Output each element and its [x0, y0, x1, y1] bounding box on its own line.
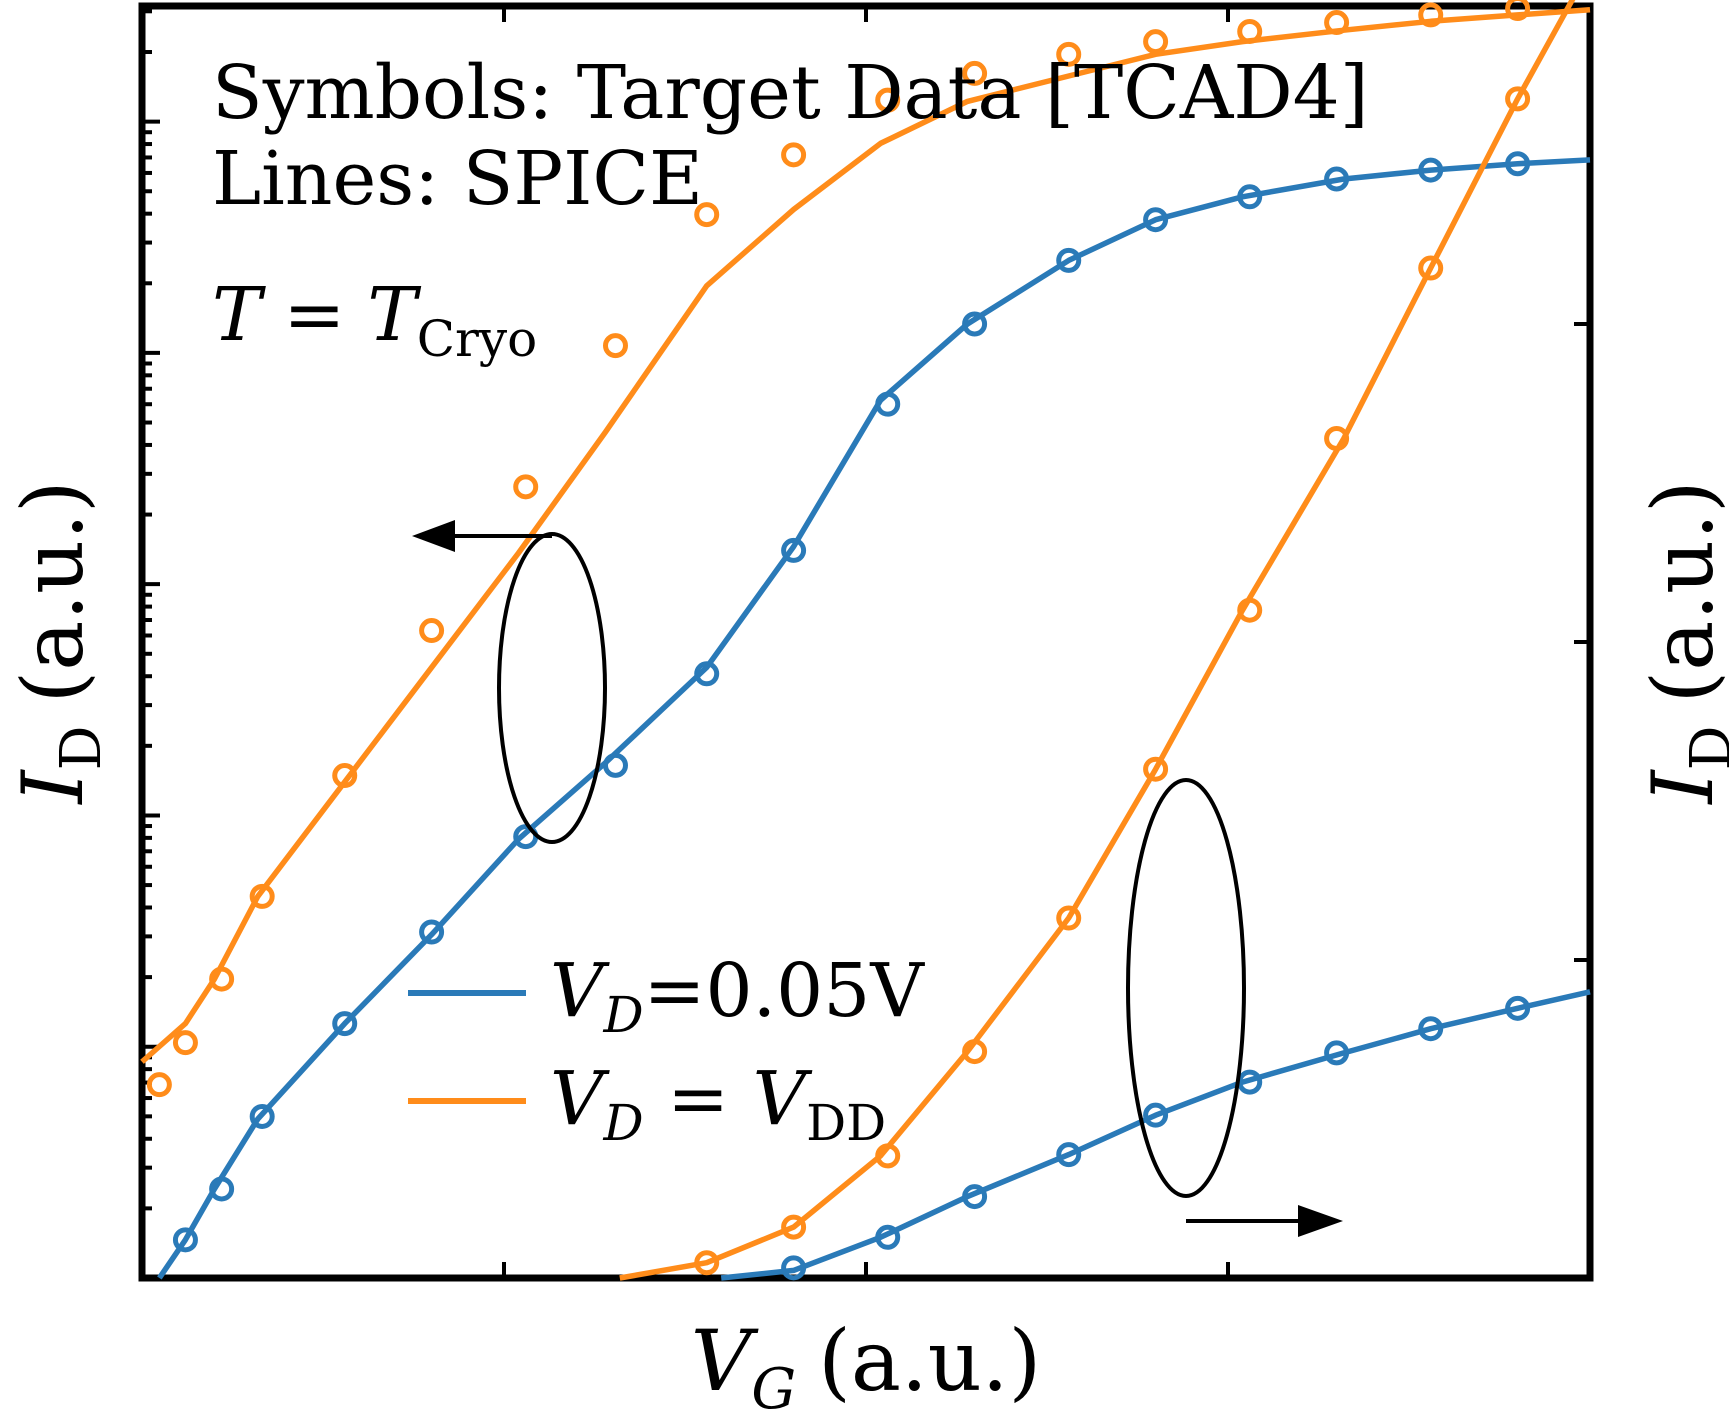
right-arrowhead: [1298, 1205, 1343, 1237]
series-point-blue_log-14: [1324, 166, 1350, 192]
series-point-blue_log-8: [781, 537, 807, 563]
series-point-orange_lin-9: [1505, 86, 1531, 112]
series-point-orange_log-13: [1143, 29, 1169, 55]
series-point-orange_log-1: [172, 1030, 198, 1056]
series-point-orange_lin-0: [694, 1250, 720, 1276]
series-point-orange_lin-2: [875, 1143, 901, 1169]
series-point-orange_log-17: [1505, 0, 1531, 22]
x-axis-label: VG (a.u.): [691, 1312, 1042, 1415]
yl-label-var: I: [4, 769, 102, 806]
series-layer: [140, 0, 1591, 1281]
legend-orange-sub: D: [602, 1094, 643, 1152]
legend: VD=0.05V VD = VDD: [408, 948, 925, 1152]
series-point-blue_log-6: [602, 752, 628, 778]
legend-label-orange: VD = VDD: [550, 1056, 886, 1152]
temp-eq: =: [283, 272, 345, 358]
series-point-orange_lin-8: [1418, 255, 1444, 281]
series-point-orange_lin-4: [1056, 905, 1082, 931]
series-line-orange_lin: [619, 0, 1576, 1281]
series-point-blue_log-15: [1418, 157, 1444, 183]
series-point-orange_log-11: [962, 60, 988, 86]
axis-ticks: [142, 6, 1590, 1280]
series-point-orange_lin-7: [1324, 425, 1350, 451]
series-point-orange_log-12: [1056, 41, 1082, 67]
right-axis-indicator: [1126, 778, 1343, 1237]
yr-label-sub: D: [1679, 726, 1729, 771]
series-line-blue_lin: [720, 989, 1591, 1281]
series-point-orange_log-8: [694, 202, 720, 228]
series-point-orange_log-4: [332, 763, 358, 789]
series-point-orange_log-6: [513, 474, 539, 500]
legend-blue-var: V: [550, 948, 610, 1034]
left-axis-indicator: [412, 520, 607, 844]
series-point-blue_lin-1: [875, 1224, 901, 1250]
legend-label-blue: VD=0.05V: [550, 948, 925, 1044]
left-arrowhead: [412, 520, 455, 552]
series-point-blue_log-13: [1237, 184, 1263, 210]
series-point-blue_lin-2: [962, 1184, 988, 1210]
legend-orange-var: V: [550, 1056, 610, 1142]
series-point-orange_lin-3: [962, 1039, 988, 1065]
series-line-orange_log: [140, 7, 1591, 1064]
series-point-orange_lin-1: [781, 1214, 807, 1240]
series-point-blue_log-1: [209, 1176, 235, 1202]
temp-sub: Cryo: [417, 310, 538, 368]
series-point-orange_log-15: [1324, 10, 1350, 36]
series-point-blue_lin-0: [781, 1255, 807, 1281]
right-group-ellipse: [1126, 778, 1246, 1198]
annotation-temperature: T = TCryo: [212, 272, 537, 368]
series-point-blue_log-9: [875, 391, 901, 417]
y-axis-label-right: ID (a.u.): [1634, 480, 1729, 805]
series-point-orange_log-14: [1237, 18, 1263, 44]
series-point-orange_log-10: [875, 87, 901, 113]
yl-label-sub: D: [49, 726, 114, 771]
series-point-blue_log-3: [332, 1011, 358, 1037]
series-point-blue_log-0: [172, 1227, 198, 1253]
series-point-orange_log-9: [781, 142, 807, 168]
yr-label-unit: (a.u.): [1634, 480, 1729, 703]
series-point-orange_log-5: [419, 618, 445, 644]
legend-orange-sub2: DD: [806, 1094, 886, 1152]
yr-label-var: I: [1634, 769, 1729, 806]
series-point-orange_log-2: [209, 966, 235, 992]
y-axis-label-left: ID (a.u.): [4, 480, 114, 805]
legend-orange-var2: V: [753, 1056, 813, 1142]
series-point-blue_log-7: [694, 661, 720, 687]
legend-blue-rest: =0.05V: [644, 948, 926, 1034]
series-point-blue_log-16: [1505, 151, 1531, 177]
temp-var: T: [212, 272, 266, 358]
series-point-blue_lin-8: [1505, 995, 1531, 1021]
series-point-orange_lin-6: [1237, 597, 1263, 623]
series-point-orange_log-7: [602, 333, 628, 359]
x-label-sub: G: [751, 1357, 796, 1415]
series-point-orange_log-3: [249, 883, 275, 909]
yl-label-unit: (a.u.): [4, 480, 102, 703]
temp-sym: T: [367, 272, 421, 358]
series-point-blue_log-10: [962, 311, 988, 337]
series-point-orange_log-16: [1418, 2, 1444, 28]
series-point-orange_log-0: [146, 1072, 172, 1098]
series-point-blue_log-4: [419, 919, 445, 945]
series-point-blue_log-11: [1056, 247, 1082, 273]
series-point-blue_lin-4: [1143, 1102, 1169, 1128]
x-label-var: V: [691, 1312, 759, 1410]
series-point-orange_lin-5: [1143, 756, 1169, 782]
series-point-blue_lin-6: [1324, 1040, 1350, 1066]
left-group-ellipse: [497, 532, 607, 844]
legend-orange-rest: =: [644, 1056, 753, 1142]
series-point-blue_lin-7: [1418, 1016, 1444, 1042]
annotation-lines: Lines: SPICE: [212, 136, 703, 222]
series-line-blue_log: [157, 157, 1591, 1280]
annotation-symbols: Symbols: Target Data [TCAD4]: [212, 50, 1369, 136]
x-label-unit: (a.u.): [818, 1312, 1041, 1410]
legend-blue-sub: D: [602, 986, 643, 1044]
series-point-blue_lin-3: [1056, 1142, 1082, 1168]
series-point-blue_log-2: [249, 1103, 275, 1129]
series-point-blue_log-12: [1143, 207, 1169, 233]
